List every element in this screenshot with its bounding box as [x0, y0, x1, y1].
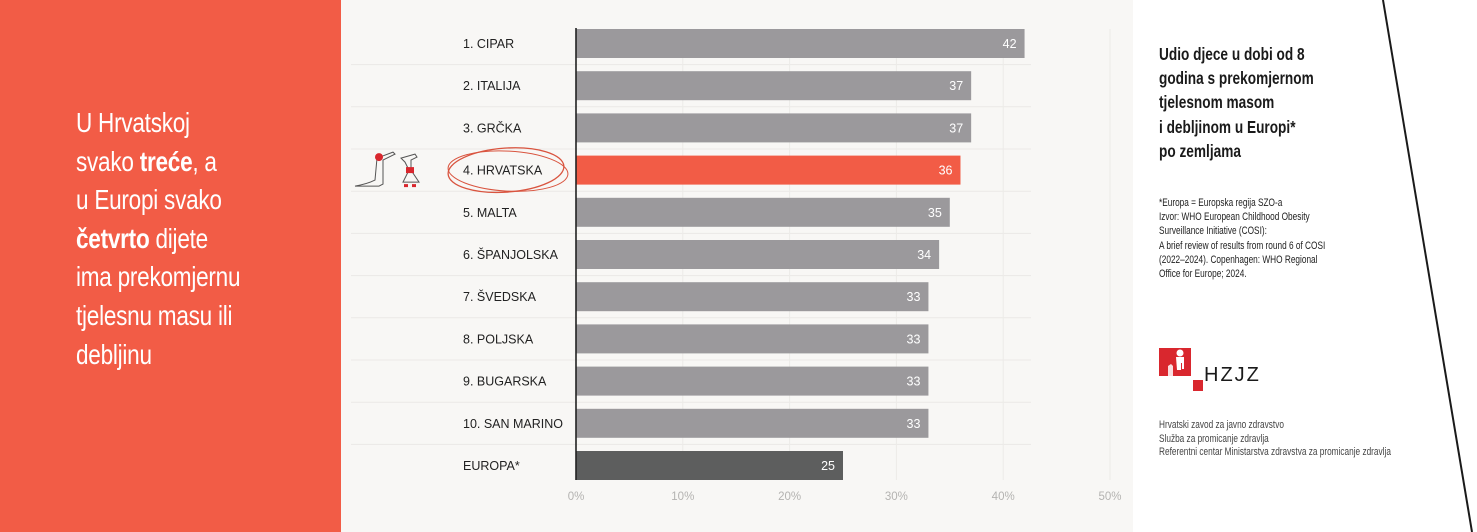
category-label: 2. ITALIJA [463, 79, 521, 93]
source-note-line: *Europa = Europska regija SZO-a [1159, 197, 1283, 209]
bar [576, 282, 929, 312]
bar-value-label: 36 [939, 164, 953, 178]
x-tick-label: 10% [671, 491, 694, 503]
source-note-line: A brief review of results from round 6 o… [1159, 239, 1326, 252]
headline-fragment: svako [76, 145, 140, 177]
chart-title-line: i debljinom u Europi* [1159, 116, 1296, 137]
category-label: 1. CIPAR [463, 37, 514, 51]
category-label: 3. GRČKA [463, 120, 522, 135]
headline-panel: U Hrvatskoj svako treće, a u Europi svako č… [0, 0, 341, 532]
bar-value-label: 25 [821, 459, 835, 473]
highlight-circle-annotation [447, 150, 569, 192]
bar-value-label: 33 [907, 417, 921, 431]
bar-chart: 42 1. CIPAR 37 2. ITALIJA 37 3. GRČKA 36 4. HRV… [351, 28, 1122, 503]
bar-europe [576, 451, 843, 480]
headline-fragment: , a [192, 145, 217, 177]
x-tick-label: 0% [568, 491, 585, 503]
hzjz-logo-icon [1159, 348, 1204, 391]
headline-text: U Hrvatskoj svako treće, a u Europi svako č… [76, 104, 289, 374]
bar [576, 29, 1025, 58]
x-tick-label: 30% [885, 491, 908, 503]
x-tick-label: 40% [992, 491, 1015, 503]
headline-fragment: debljinu [76, 338, 152, 370]
chart-title-line: godina s prekomjernom [1159, 68, 1314, 89]
headline-emphasis: četvrto [76, 222, 150, 254]
bar-value-label: 37 [949, 79, 963, 93]
bar [576, 324, 929, 354]
headline-fragment: tjelesnu masu ili [76, 299, 233, 331]
chart-title-line: Udio djece u dobi od 8 [1159, 44, 1305, 64]
chart-title-line: tjelesnom masom [1159, 92, 1275, 113]
organization-line: Služba za promicanje zdravlja [1159, 432, 1269, 445]
category-label: 7. ŠVEDSKA [463, 289, 537, 304]
bar-value-label: 35 [928, 206, 942, 220]
headline-fragment: u Europi svako [76, 184, 222, 216]
bar [576, 240, 940, 269]
chart-title-line: po zemljama [1159, 140, 1241, 161]
hzjz-logo: HZJZ [1159, 348, 1299, 392]
headline-fragment: dijete [149, 222, 208, 254]
source-note-line: Office for Europe; 2024. [1159, 268, 1247, 281]
category-label: 5. MALTA [463, 206, 517, 220]
category-label: EUROPA* [463, 459, 520, 473]
logo-text: HZJZ [1204, 364, 1261, 386]
category-label: 6. ŠPANJOLSKA [463, 247, 559, 262]
headline-emphasis: treće [139, 145, 193, 177]
chart-title: Udio djece u dobi od 8 godina s prekomjer… [1159, 42, 1314, 163]
x-tick-label: 20% [778, 491, 801, 503]
bar [576, 113, 972, 143]
info-panel: Udio djece u dobi od 8 godina s prekomjer… [1133, 0, 1477, 532]
bar [576, 197, 950, 227]
category-label: 8. POLJSKA [463, 332, 534, 346]
chart-panel: 42 1. CIPAR 37 2. ITALIJA 37 3. GRČKA 36 4. HRV… [341, 0, 1133, 532]
bar [576, 366, 929, 396]
category-label: 10. SAN MARINO [463, 417, 563, 431]
organization-line: Hrvatski zavod za javno zdravstvo [1159, 419, 1284, 431]
bar-value-label: 33 [907, 375, 921, 389]
category-label: 9. BUGARSKA [463, 375, 547, 389]
bar-highlighted [576, 155, 961, 185]
source-note-line: (2022–2024). Copenhagen: WHO Regional [1159, 253, 1318, 266]
bar-value-label: 37 [949, 121, 963, 135]
source-notes: *Europa = Europska regija SZO-a Izvor: WH… [1159, 196, 1325, 281]
bar [576, 71, 972, 101]
bar-value-label: 42 [1003, 37, 1017, 51]
organization-info: Hrvatski zavod za javno zdravstvo Služba … [1159, 419, 1391, 460]
source-note-line: Surveillance Initiative (COSI): [1159, 225, 1267, 238]
headline-fragment: U Hrvatskoj [76, 107, 190, 138]
bar-value-label: 34 [917, 248, 931, 262]
source-note-line: Izvor: WHO European Childhood Obesity [1159, 211, 1310, 224]
crocodile-mascots-illustration [354, 151, 420, 188]
headline-fragment: ima prekomjernu [76, 261, 241, 293]
bar-value-label: 33 [907, 290, 921, 304]
category-label: 4. HRVATSKA [463, 164, 543, 178]
organization-line: Referentni centar Ministarstva zdravstva… [1159, 446, 1391, 459]
bar-value-label: 33 [907, 332, 921, 346]
x-tick-label: 50% [1098, 491, 1121, 503]
bar [576, 408, 929, 438]
